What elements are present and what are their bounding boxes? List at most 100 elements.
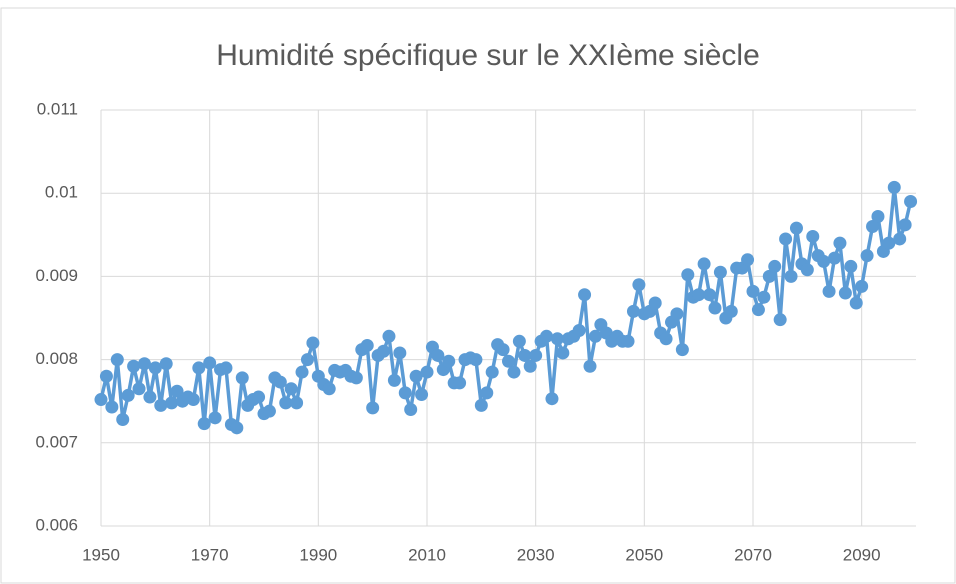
data-point: [779, 232, 793, 246]
y-tick-label: 0.006: [35, 515, 78, 534]
data-point: [518, 348, 532, 362]
data-point: [306, 336, 320, 350]
data-point: [768, 259, 782, 273]
data-point: [697, 257, 711, 271]
data-point: [556, 346, 570, 360]
data-point: [485, 365, 499, 379]
data-point: [502, 354, 515, 368]
data-point: [290, 396, 304, 410]
data-point: [192, 361, 206, 375]
data-point: [817, 254, 831, 268]
data-point: [762, 269, 776, 283]
data-point: [474, 398, 488, 412]
data-point: [480, 386, 494, 400]
data-point: [507, 365, 521, 379]
data-point: [154, 398, 168, 412]
data-point: [692, 288, 706, 302]
data-point: [746, 284, 760, 298]
data-point: [349, 371, 363, 385]
data-point: [583, 359, 597, 373]
y-tick-label: 0.008: [35, 349, 78, 368]
data-point: [800, 263, 814, 277]
data-point: [148, 361, 162, 375]
data-point: [377, 344, 391, 358]
data-point: [784, 269, 798, 283]
chart-frame: [0, 7, 956, 584]
data-point: [904, 195, 918, 209]
data-point: [621, 334, 635, 348]
data-point: [295, 365, 309, 379]
data-point: [409, 369, 423, 383]
y-tick-label: 0.011: [37, 99, 78, 118]
data-point: [393, 346, 407, 360]
data-point: [855, 279, 869, 293]
data-point: [648, 296, 662, 310]
data-point: [404, 403, 418, 417]
data-point: [219, 361, 233, 375]
x-tick-label: 2010: [408, 545, 446, 564]
data-point: [360, 338, 374, 352]
data-point: [382, 329, 396, 343]
data-point: [230, 421, 244, 435]
x-tick-label: 2030: [517, 545, 555, 564]
data-point: [284, 382, 298, 396]
data-point: [893, 232, 907, 246]
chart-title: Humidité spécifique sur le XXIème siècle: [216, 39, 760, 72]
data-point: [773, 313, 787, 327]
data-point: [110, 353, 124, 367]
data-point: [789, 221, 803, 235]
data-point: [94, 393, 108, 407]
x-tick-label: 2090: [843, 545, 881, 564]
data-point: [849, 296, 863, 310]
data-point: [860, 249, 874, 263]
x-tick-label: 1990: [299, 545, 337, 564]
data-point: [713, 265, 727, 279]
data-point: [887, 180, 901, 194]
x-tick-label: 2070: [734, 545, 772, 564]
data-point: [588, 329, 602, 343]
data-point: [523, 359, 537, 373]
data-point: [197, 417, 211, 431]
data-point: [262, 404, 276, 418]
data-point: [366, 401, 380, 415]
data-point: [186, 393, 200, 407]
data-point: [724, 304, 738, 318]
data-point: [252, 390, 266, 404]
data-point: [496, 343, 510, 357]
data-point: [415, 388, 429, 402]
data-point: [300, 353, 314, 367]
data-point: [806, 229, 820, 243]
data-point: [279, 396, 293, 410]
data-point: [670, 307, 684, 321]
data-point: [208, 411, 222, 425]
data-point: [659, 332, 673, 346]
data-point: [626, 304, 640, 318]
data-point: [703, 288, 717, 302]
data-point: [322, 382, 336, 396]
data-point: [170, 384, 184, 398]
x-tick-label: 1970: [191, 545, 229, 564]
data-point: [572, 323, 586, 337]
data-point: [203, 356, 217, 370]
data-point: [529, 348, 543, 362]
data-point: [898, 218, 912, 232]
x-tick-label: 1950: [82, 545, 120, 564]
data-point: [121, 388, 135, 402]
data-point: [132, 382, 146, 396]
data-point: [159, 357, 173, 371]
data-point: [550, 332, 564, 346]
data-point: [235, 371, 249, 385]
data-point: [99, 369, 113, 383]
data-point: [675, 343, 689, 357]
data-point: [822, 284, 836, 298]
data-point: [442, 354, 456, 368]
data-point: [833, 236, 847, 250]
data-point: [751, 303, 765, 317]
data-point: [828, 251, 841, 265]
data-point: [512, 334, 526, 348]
data-point: [453, 376, 467, 390]
data-point: [632, 278, 646, 292]
data-point: [844, 259, 858, 273]
data-point: [137, 357, 151, 371]
